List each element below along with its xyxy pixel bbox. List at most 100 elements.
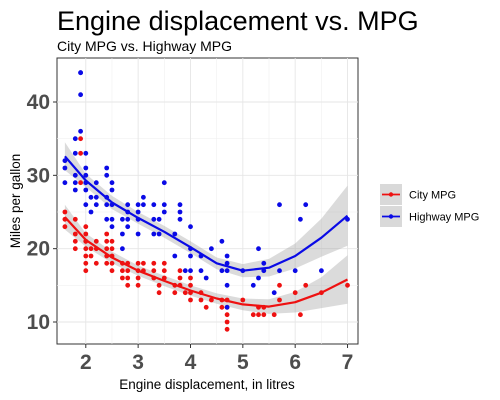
city-point	[156, 290, 162, 296]
city-point	[209, 297, 214, 303]
highway-point	[125, 224, 131, 230]
city-point	[303, 282, 309, 288]
highway-point	[292, 268, 298, 274]
city-point	[120, 268, 125, 274]
highway-point	[250, 282, 256, 288]
highway-point	[109, 224, 115, 230]
highway-point	[88, 194, 94, 200]
highway-point	[62, 165, 68, 171]
legend-point-city	[388, 192, 394, 197]
city-point	[345, 282, 350, 288]
highway-point	[177, 202, 183, 208]
city-point	[78, 150, 83, 156]
highway-point	[62, 180, 68, 186]
highway-point	[135, 202, 141, 208]
city-point	[93, 238, 99, 244]
city-point	[172, 290, 178, 296]
highway-point	[109, 216, 115, 222]
city-point	[219, 304, 225, 310]
city-point	[120, 275, 125, 281]
highway-point	[182, 268, 188, 274]
y-axis-title: Miles per gallon	[8, 154, 23, 249]
highway-trend-line	[64, 155, 349, 272]
legend: City MPG Highway MPG	[380, 184, 479, 227]
city-confidence-band	[64, 204, 348, 314]
highway-point	[88, 209, 94, 215]
city-point	[141, 260, 146, 266]
city-point	[198, 297, 204, 303]
highway-point	[151, 216, 157, 222]
city-point	[78, 180, 83, 186]
city-point	[88, 253, 94, 259]
city-point	[62, 209, 68, 215]
city-point	[72, 231, 78, 237]
highway-point	[83, 150, 89, 156]
y-axis-ticks: 10 20 30 40	[27, 91, 57, 334]
highway-point	[224, 304, 230, 310]
highway-point	[156, 216, 162, 222]
chart-title: Engine displacement vs. MPG	[57, 6, 419, 36]
city-point	[88, 246, 94, 252]
x-axis-title: Engine displacement, in litres	[119, 377, 295, 392]
highway-point	[120, 216, 125, 222]
y-tick-label: 40	[27, 91, 50, 114]
highway-point	[224, 268, 230, 274]
highway-point	[224, 260, 230, 266]
highway-point	[135, 209, 141, 215]
x-tick-label: 4	[185, 351, 197, 374]
city-point	[161, 268, 167, 274]
highway-point	[78, 128, 83, 134]
highway-point	[120, 231, 125, 237]
city-trend-line	[64, 216, 348, 308]
highway-point	[141, 202, 146, 208]
highway-point	[104, 216, 110, 222]
city-point	[240, 297, 246, 303]
city-point	[104, 238, 110, 244]
highway-point	[62, 158, 68, 164]
city-point	[182, 290, 188, 296]
y-tick-label: 20	[27, 238, 50, 261]
highway-point	[188, 268, 193, 274]
city-point	[78, 136, 83, 142]
city-point	[188, 297, 193, 303]
highway-point	[93, 202, 99, 208]
trend-lines	[64, 155, 349, 308]
city-point	[83, 253, 89, 259]
highway-point	[261, 260, 267, 266]
highway-point	[83, 172, 89, 178]
city-point	[151, 260, 157, 266]
x-tick-label: 2	[80, 351, 92, 374]
highway-point	[188, 253, 193, 259]
highway-point	[104, 165, 110, 171]
highway-point	[271, 290, 277, 296]
city-point	[177, 268, 183, 274]
highway-point	[72, 172, 78, 178]
x-axis-ticks: 2 3 4 5 6 7	[80, 344, 353, 374]
legend-point-highway	[388, 214, 394, 219]
city-point	[161, 275, 167, 281]
city-point	[125, 268, 131, 274]
highway-point	[161, 209, 167, 215]
city-point	[83, 231, 89, 237]
city-point	[271, 312, 277, 318]
city-point	[250, 312, 256, 318]
city-point	[224, 326, 230, 332]
highway-point	[93, 180, 99, 186]
city-point	[177, 275, 183, 281]
x-tick-label: 5	[237, 351, 249, 374]
highway-point	[203, 275, 209, 281]
highway-point	[177, 216, 183, 222]
highway-point	[125, 216, 131, 222]
highway-point	[141, 194, 146, 200]
highway-confidence-band	[64, 142, 348, 278]
city-point	[298, 312, 303, 318]
highway-point	[177, 209, 183, 215]
city-point	[125, 275, 131, 281]
legend-label-highway: Highway MPG	[409, 212, 479, 224]
highway-point	[78, 92, 83, 98]
highway-point	[161, 202, 167, 208]
city-point	[72, 216, 78, 222]
highway-point	[172, 253, 178, 259]
city-point	[224, 319, 230, 325]
highway-point	[219, 238, 225, 244]
